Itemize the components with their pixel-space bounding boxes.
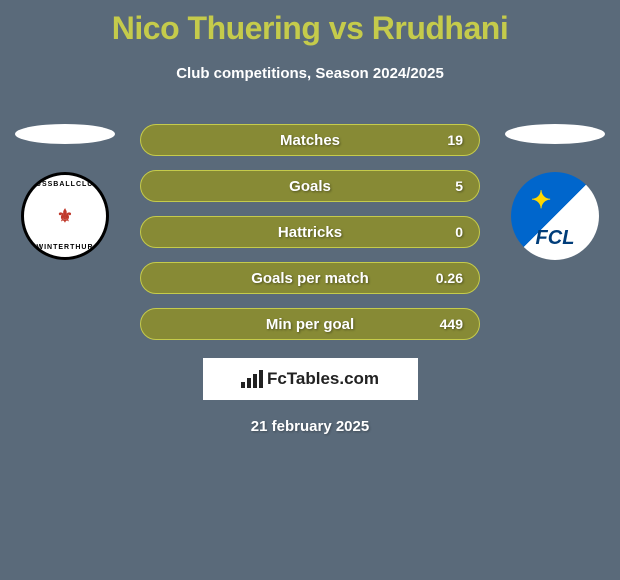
content-area: FUSSBALLCLUB ⚜ WINTERTHUR ✦ FCL Matches … (0, 124, 620, 435)
branding-text: FcTables.com (267, 369, 379, 389)
right-club-column: ✦ FCL (500, 124, 610, 260)
left-club-column: FUSSBALLCLUB ⚜ WINTERTHUR (10, 124, 120, 260)
subtitle: Club competitions, Season 2024/2025 (0, 65, 620, 82)
branding-badge: FcTables.com (203, 358, 418, 400)
stat-label: Matches (280, 132, 340, 149)
right-club-star-icon: ✦ (531, 186, 551, 215)
stat-value: 19 (447, 132, 463, 148)
left-club-logo: FUSSBALLCLUB ⚜ WINTERTHUR (21, 172, 109, 260)
left-ellipse (15, 124, 115, 144)
stat-label: Goals per match (251, 270, 369, 287)
stat-value: 0 (455, 224, 463, 240)
stat-row-min-per-goal: Min per goal 449 (140, 308, 480, 340)
stat-value: 5 (455, 178, 463, 194)
left-club-ring-bottom: WINTERTHUR (36, 244, 93, 251)
page-title: Nico Thuering vs Rrudhani (0, 0, 620, 47)
stats-list: Matches 19 Goals 5 Hattricks 0 Goals per… (140, 124, 480, 340)
stat-label: Min per goal (266, 316, 354, 333)
stat-value: 0.26 (436, 270, 463, 286)
stat-label: Hattricks (278, 224, 342, 241)
chart-icon (241, 370, 263, 388)
left-club-ring-top: FUSSBALLCLUB (31, 181, 100, 188)
right-club-abbrev: FCL (536, 227, 575, 250)
stat-label: Goals (289, 178, 331, 195)
stat-row-matches: Matches 19 (140, 124, 480, 156)
stat-row-hattricks: Hattricks 0 (140, 216, 480, 248)
stat-row-goals: Goals 5 (140, 170, 480, 202)
right-club-logo: ✦ FCL (511, 172, 599, 260)
right-ellipse (505, 124, 605, 144)
stat-row-goals-per-match: Goals per match 0.26 (140, 262, 480, 294)
left-club-emblem: ⚜ (37, 188, 93, 244)
stat-value: 449 (440, 316, 463, 332)
date-text: 21 february 2025 (0, 418, 620, 435)
